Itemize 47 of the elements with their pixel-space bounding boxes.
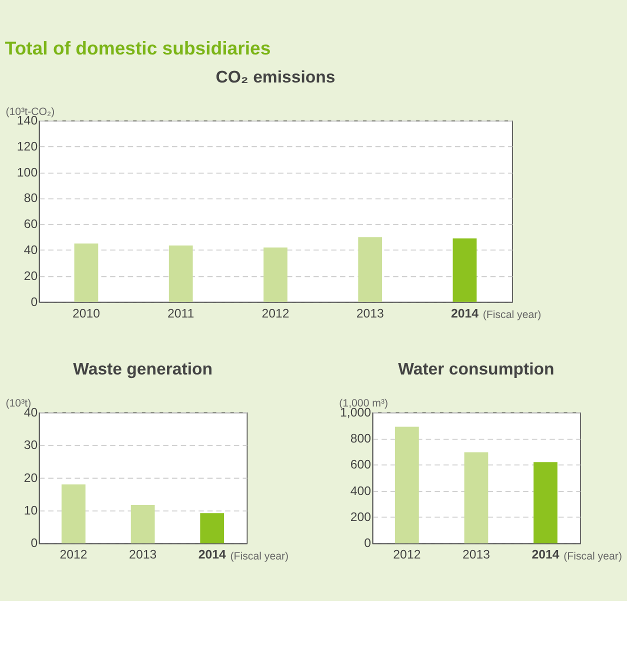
y-tick-label: 120 — [16, 139, 38, 154]
bar — [358, 237, 382, 302]
y-tick-label: 40 — [24, 243, 38, 258]
x-tick-label: 2013 — [356, 306, 384, 320]
bar — [395, 426, 419, 544]
y-tick-label: 400 — [350, 484, 372, 498]
x-tick-label: 2012 — [393, 548, 421, 562]
bar — [264, 247, 288, 302]
y-tick-label: 0 — [364, 536, 372, 550]
y-axis-title: (10³t) — [6, 398, 32, 410]
y-tick-label: 100 — [16, 165, 38, 180]
x-tick-label: 2013 — [462, 548, 490, 562]
y-tick-label: 800 — [350, 432, 372, 446]
y-tick-label: 80 — [24, 191, 38, 206]
x-tick-label: 2014 — [532, 548, 560, 562]
bar — [62, 484, 86, 544]
y-tick-label: 200 — [350, 510, 372, 524]
y-tick-label: 30 — [24, 438, 38, 452]
x-tick-label: 2010 — [72, 306, 100, 320]
y-tick-label: 0 — [30, 536, 38, 550]
bar — [74, 244, 98, 302]
text: Total of domestic subsidiaries — [4, 38, 271, 59]
x-axis-title: (Fiscal year) — [230, 550, 289, 563]
x-tick-label: 2011 — [168, 306, 194, 320]
x-tick-label: 2014 — [198, 548, 226, 562]
bar — [452, 238, 477, 302]
x-axis-title: (Fiscal year) — [482, 309, 542, 322]
x-tick-label: 2012 — [60, 548, 88, 562]
y-tick-label: 20 — [24, 268, 38, 283]
x-tick-label: 2012 — [262, 306, 290, 320]
chart-title: Water consumption — [398, 359, 554, 378]
x-axis-title: (Fiscal year) — [564, 550, 622, 563]
y-tick-label: 60 — [24, 217, 38, 232]
y-tick-label: 10 — [24, 504, 38, 518]
bar — [464, 452, 488, 544]
y-tick-label: 600 — [350, 458, 372, 472]
y-tick-label: 0 — [30, 294, 38, 309]
bar — [534, 462, 558, 544]
chart-title: Waste generation — [73, 359, 213, 378]
y-tick-label: 20 — [24, 470, 38, 485]
bar — [200, 513, 224, 544]
chart-title: CO₂ emissions — [216, 68, 336, 87]
bar — [168, 245, 193, 302]
bar — [130, 504, 155, 544]
y-axis-title: (1,000 m³) — [339, 398, 388, 410]
x-tick-label: 2013 — [129, 548, 157, 562]
x-tick-label: 2014 — [450, 306, 479, 320]
